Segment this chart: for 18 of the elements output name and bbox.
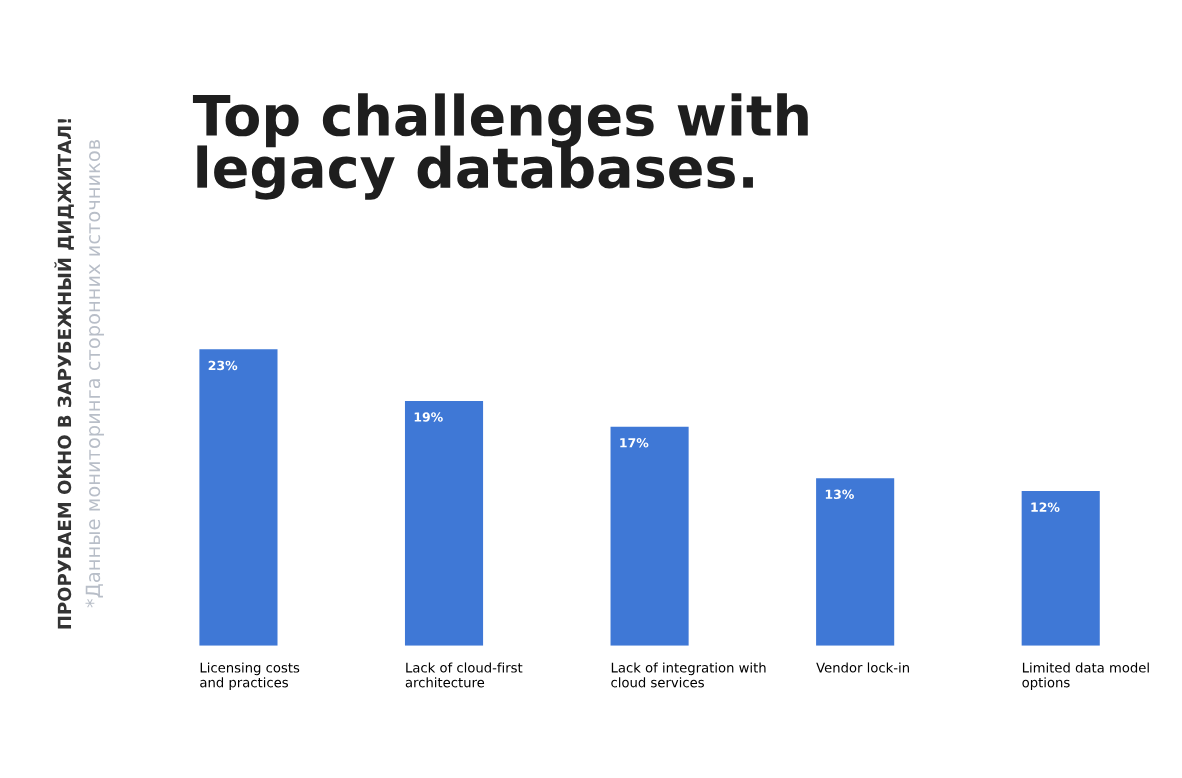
text: ПРОРУБАЕМ ОКНО В ЗАРУБЕЖНЫЙ ДИДЖИТАЛ! — [54, 119, 74, 629]
data-label: 13% — [825, 489, 854, 500]
bar — [610, 426, 689, 646]
bar — [816, 478, 895, 646]
x-tick-label: Licensing costs and practices — [200, 662, 300, 690]
x-tick-label: Lack of integration with cloud services — [611, 662, 766, 688]
data-label: 19% — [414, 412, 443, 422]
bar — [1021, 491, 1100, 646]
data-label: 17% — [620, 438, 649, 448]
x-tick-label: Vendor lock-in — [816, 662, 909, 673]
text: *Данные мониторинга сторонних источников — [85, 139, 104, 608]
x-tick-label: Lack of cloud-first architecture — [405, 662, 523, 688]
data-label: 12% — [1031, 502, 1060, 512]
bar — [404, 400, 484, 646]
x-tick-label: Limited data model options — [1022, 662, 1149, 690]
data-label: 23% — [208, 360, 238, 371]
bar — [199, 349, 278, 646]
chart-title: Top challenges with legacy databases. — [192, 93, 808, 200]
